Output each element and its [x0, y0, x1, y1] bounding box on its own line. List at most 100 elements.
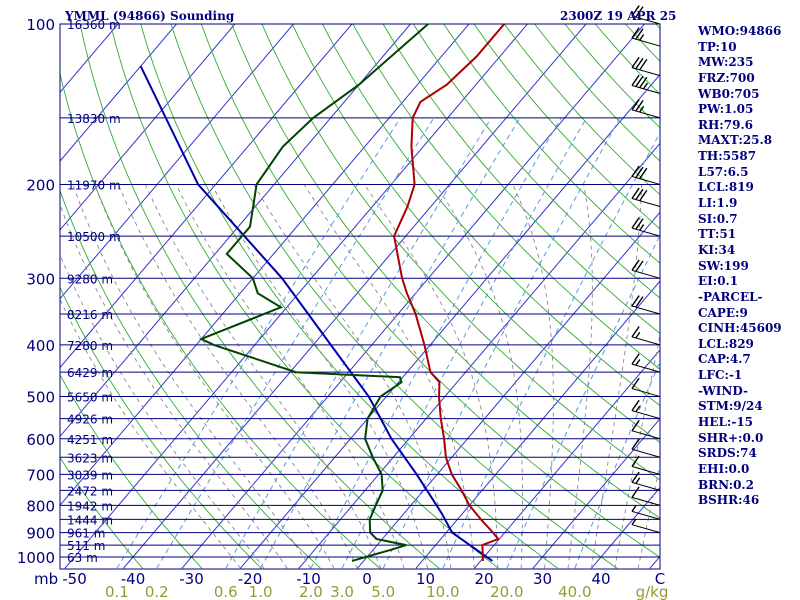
wind-barb-feather — [639, 189, 648, 202]
wind-barb — [631, 259, 661, 279]
wind-barb-shaft — [631, 67, 661, 77]
pressure-tick-label: 200 — [26, 176, 55, 194]
dry-adiabat-line — [413, 24, 660, 299]
wind-barb — [631, 471, 661, 491]
moist-adiabat-line — [364, 184, 499, 569]
moist-adiabat-line — [60, 253, 265, 569]
isotherm-line — [64, 24, 529, 569]
wind-barbs — [631, 5, 661, 534]
moist-adiabat-line — [637, 463, 660, 569]
wind-barb-feather — [631, 377, 640, 389]
wind-barb-feather — [631, 455, 640, 467]
height-label: 8216 m — [67, 308, 113, 322]
mixing-ratio-label: 0.6 — [214, 583, 238, 600]
isotherm-line — [357, 211, 660, 569]
wind-barb-feather — [631, 56, 640, 69]
chart-title: YMML (94866) Sounding — [65, 9, 235, 23]
wind-barb-shaft — [631, 481, 661, 491]
isotherm-line — [123, 24, 587, 569]
wind-barb-feather — [631, 165, 640, 177]
wind-barb — [631, 295, 661, 315]
isotherm-line — [298, 142, 660, 569]
moist-adiabat-line — [94, 184, 335, 569]
temperature-tick-label: -20 — [238, 570, 263, 588]
height-label: 9280 m — [67, 272, 113, 286]
index-item: WB0:705 — [698, 86, 760, 101]
background-lines — [60, 24, 660, 569]
isotherm-line — [60, 24, 295, 300]
index-item: SHR+:0.0 — [698, 430, 764, 445]
mixing-ratio-label: 40.0 — [558, 583, 591, 600]
temperature-tick-label: 20 — [474, 570, 493, 588]
wind-barb-feather — [635, 188, 644, 201]
height-label: 4926 m — [67, 413, 113, 427]
isotherm-line — [240, 73, 660, 569]
moist-adiabat-line — [435, 184, 523, 569]
isotherm-line — [60, 24, 353, 369]
wind-barb-feather — [631, 74, 640, 86]
wind-barb-feather — [635, 57, 644, 70]
index-item: RH:79.6 — [698, 117, 753, 132]
wind-barb-feather — [639, 224, 645, 231]
moist-adiabat-line — [175, 184, 405, 569]
index-item: TH:5587 — [698, 149, 757, 164]
dry-adiabat-line — [322, 24, 660, 407]
pressure-tick-label: 700 — [26, 466, 55, 484]
wind-barb-shaft — [631, 37, 661, 47]
pressure-tick-label: 1000 — [17, 549, 55, 567]
wind-barb-feather — [642, 82, 649, 90]
index-item: LCL:819 — [698, 180, 754, 195]
isotherm-line — [60, 24, 412, 438]
wind-barb-shaft — [631, 84, 661, 94]
moist-adiabat-line — [211, 184, 429, 569]
moist-adiabat-line — [72, 184, 311, 569]
mixing-ratio-label: 10.0 — [426, 583, 459, 600]
dry-adiabat-line — [261, 24, 660, 481]
dry-adiabat-line — [140, 24, 559, 569]
index-item: EHI:0.0 — [698, 461, 750, 476]
wind-barb-feather — [631, 259, 640, 271]
wind-barb-shaft — [631, 448, 661, 458]
isotherm-line — [60, 24, 236, 231]
height-label: 10500 m — [67, 230, 121, 244]
wind-barb-feather — [631, 419, 640, 432]
sounding-profiles — [139, 24, 505, 562]
wind-barb-feather — [635, 296, 644, 308]
temperature-tick-label: 0 — [362, 570, 372, 588]
height-label: 16360 m — [67, 18, 121, 32]
pressure-tick-label: 100 — [26, 16, 55, 34]
moist-adiabat-line — [60, 298, 241, 569]
wind-barb-shaft — [631, 198, 661, 207]
isotherm-line — [60, 24, 178, 162]
wind-barb-feather — [631, 217, 640, 229]
wind-barb-feather — [639, 76, 648, 89]
wind-barb — [631, 505, 661, 520]
wind-barb — [631, 326, 661, 346]
mixing-ratio-label: 0.1 — [105, 583, 129, 600]
moist-adiabat-line — [512, 184, 554, 569]
index-item: TP:10 — [698, 39, 737, 54]
index-item: FRZ:700 — [698, 70, 755, 85]
dewpoint-trace — [198, 24, 429, 562]
wind-barb-feather — [631, 505, 637, 512]
index-item: LI:1.9 — [698, 196, 738, 211]
index-item: SRDS:74 — [698, 446, 757, 461]
temperature-tick-label: -10 — [296, 570, 321, 588]
index-item: PW:1.05 — [698, 102, 754, 117]
wind-barb-feather — [635, 260, 644, 272]
wind-barb-feather — [635, 28, 644, 40]
index-item: CINH:45609 — [698, 321, 782, 336]
index-item: TT:51 — [698, 227, 737, 242]
dry-adiabat-line — [291, 24, 660, 444]
sounding-indices-panel: WMO:94866 TP:10 MW:235 FRZ:700 WB0:705 PW:1.0… — [698, 24, 782, 509]
dry-adiabat-line — [443, 24, 660, 264]
parcel-trace — [139, 65, 493, 562]
wind-barb-feather — [631, 187, 640, 199]
wind-barb-feather — [639, 34, 645, 41]
pressure-axis-unit: mb — [34, 570, 58, 588]
wind-barb-shaft — [631, 430, 661, 440]
index-item: EI:0.1 — [698, 274, 739, 289]
wind-barb-shaft — [631, 227, 661, 237]
height-label: 511 m — [67, 539, 105, 553]
pressure-tick-label: 400 — [26, 337, 55, 355]
